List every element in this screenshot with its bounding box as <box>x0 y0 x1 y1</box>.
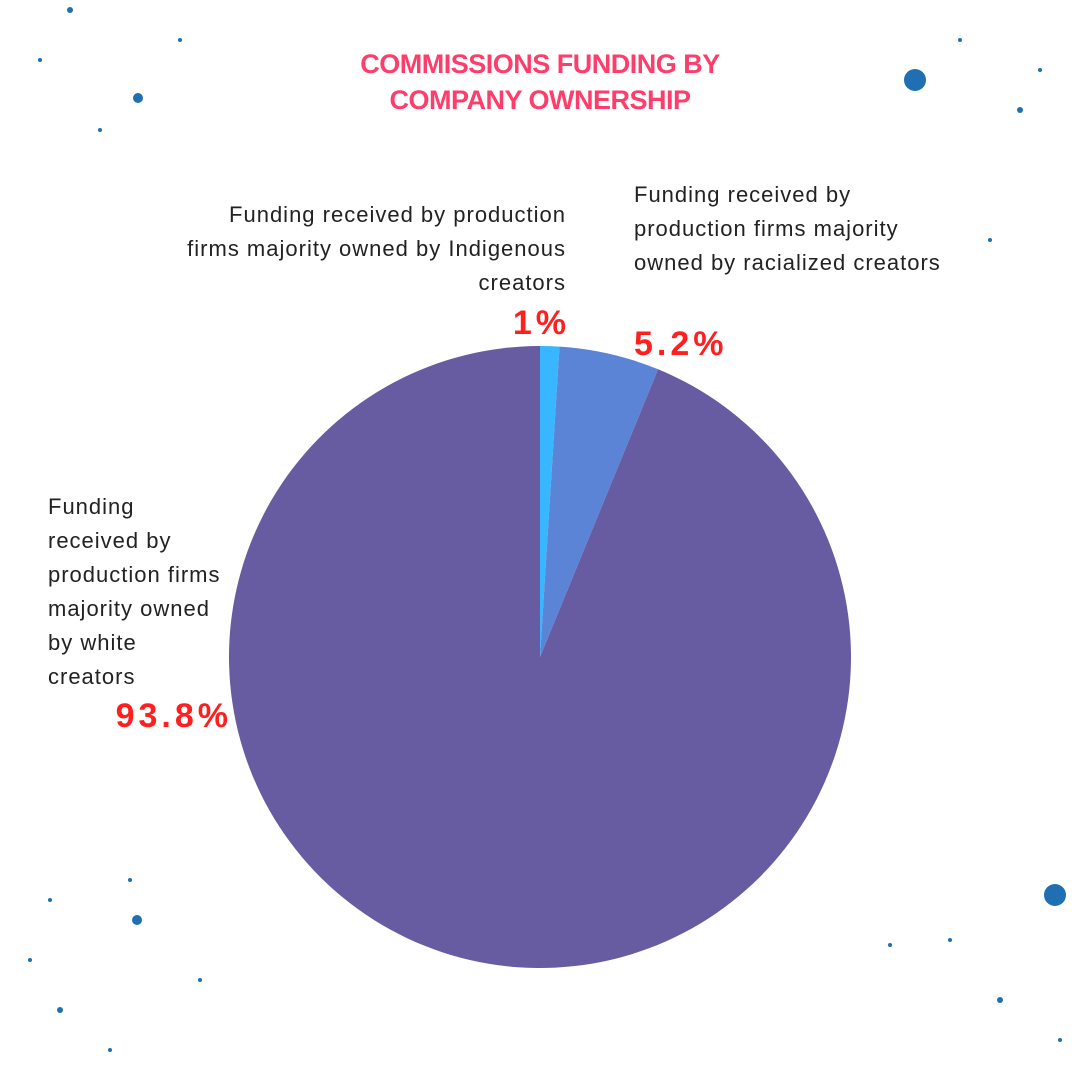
slice-label: Funding received by production firms maj… <box>634 182 941 275</box>
slice-label: Funding received by production firms maj… <box>187 202 566 295</box>
value-label: 93.8% <box>115 697 232 735</box>
chart-title: COMMISSIONS FUNDING BY COMPANY OWNERSHIP <box>360 49 720 115</box>
decoration <box>28 7 1066 1052</box>
pie-slice <box>540 346 659 657</box>
value-label: 1% <box>512 304 570 342</box>
value-label: 5.2% <box>634 325 728 363</box>
slice-label: Funding received by production firms maj… <box>48 494 221 689</box>
pie-slice <box>540 346 560 657</box>
pie-slice <box>228 345 851 968</box>
